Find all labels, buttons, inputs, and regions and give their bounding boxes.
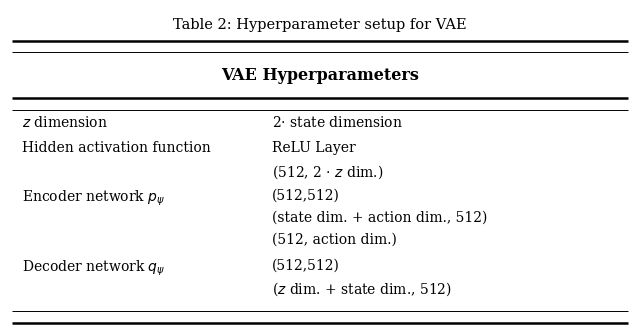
Text: (state dim. + action dim., 512): (state dim. + action dim., 512) [272, 211, 488, 225]
Text: Encoder network $p_{\psi}$: Encoder network $p_{\psi}$ [22, 188, 166, 208]
Text: ReLU Layer: ReLU Layer [272, 141, 356, 155]
Text: Hidden activation function: Hidden activation function [22, 141, 211, 155]
Text: (512, action dim.): (512, action dim.) [272, 233, 397, 247]
Text: Decoder network $q_{\psi}$: Decoder network $q_{\psi}$ [22, 258, 166, 278]
Text: 2$\cdot$ state dimension: 2$\cdot$ state dimension [272, 115, 403, 130]
Text: Table 2: Hyperparameter setup for VAE: Table 2: Hyperparameter setup for VAE [173, 18, 467, 32]
Text: (512, 2 $\cdot$ $z$ dim.): (512, 2 $\cdot$ $z$ dim.) [272, 163, 383, 181]
Text: (512,512): (512,512) [272, 258, 340, 272]
Text: $z$ dimension: $z$ dimension [22, 115, 108, 130]
Text: VAE Hyperparameters: VAE Hyperparameters [221, 67, 419, 84]
Text: (512,512): (512,512) [272, 188, 340, 202]
Text: ($z$ dim. + state dim., 512): ($z$ dim. + state dim., 512) [272, 281, 452, 298]
